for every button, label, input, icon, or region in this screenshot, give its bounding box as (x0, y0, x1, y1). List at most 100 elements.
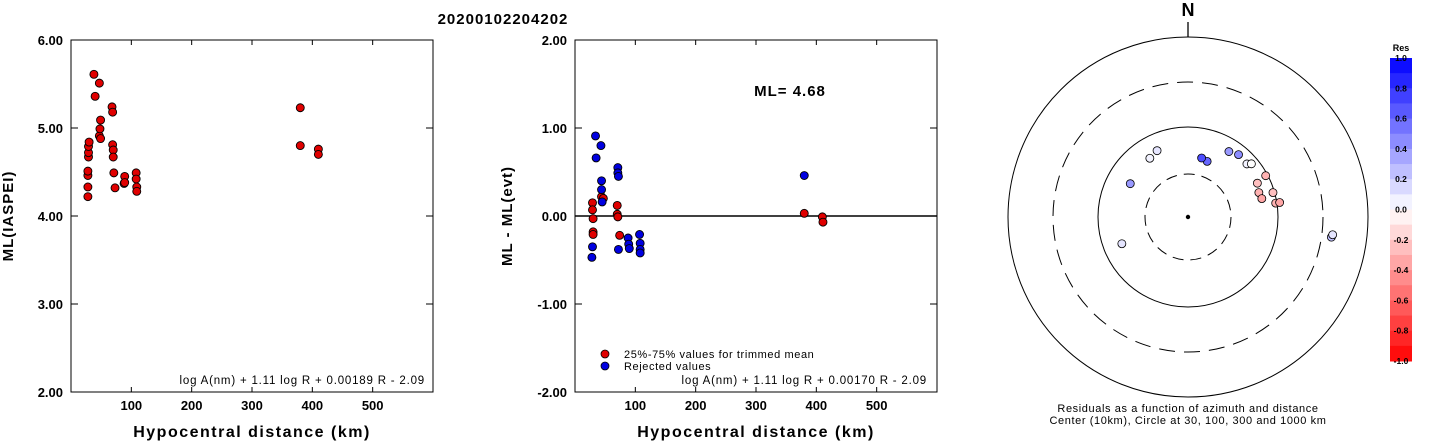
y-tick-label: 1.00 (542, 121, 567, 136)
data-point (799, 208, 809, 218)
data-points (83, 69, 323, 202)
x-tick-label: 500 (362, 398, 384, 413)
colorbar-cell (1390, 164, 1412, 180)
y-tick-label: 2.00 (38, 385, 63, 400)
colorbar-cell (1390, 148, 1412, 165)
x-tick-label: 100 (624, 398, 646, 413)
x-tick-label: 200 (685, 398, 707, 413)
legend-label-rejected: Rejected values (624, 361, 711, 373)
y-tick-label: 2.00 (542, 33, 567, 48)
x-tick-label: 100 (120, 398, 142, 413)
station-residual-point (1145, 153, 1155, 163)
data-point (313, 149, 323, 159)
axis-ticks: 100 200 300 400 500 2.00 3.00 4.00 5.00 6.00 (38, 33, 433, 413)
station-residual-point (1125, 179, 1135, 189)
colorbar-title: Res (1393, 43, 1410, 53)
data-point (95, 124, 105, 134)
data-point (83, 182, 93, 192)
colorbar-tick-label: -0.4 (1394, 265, 1409, 275)
legend-marker-trimmed (600, 349, 610, 359)
y-tick-label: -2.00 (537, 385, 567, 400)
data-point (588, 205, 597, 215)
station-residual-point (1257, 194, 1267, 203)
data-point (295, 141, 305, 151)
data-point-rejected (613, 244, 623, 254)
colorbar-tick-label: 0.4 (1395, 144, 1407, 154)
colorbar-tick-label: 0.0 (1395, 205, 1407, 215)
y-tick-label: 5.00 (38, 121, 63, 136)
x-tick-label: 200 (181, 398, 203, 413)
colorbar-cell (1390, 118, 1412, 135)
y-tick-label: 3.00 (38, 297, 63, 312)
colorbar-cell (1390, 315, 1412, 332)
circle-100km (1097, 126, 1279, 308)
ml-annotation: ML= 4.68 (754, 83, 826, 100)
data-point (83, 166, 93, 176)
circle-30km (1144, 173, 1232, 261)
data-point (94, 78, 104, 88)
caption-line-2: Center (10km), Circle at 30, 100, 300 an… (1049, 415, 1326, 427)
data-point-rejected (591, 131, 600, 141)
data-point-rejected (597, 197, 607, 207)
colorbar-cell (1390, 194, 1412, 210)
data-point (84, 137, 94, 147)
ml-vs-distance-panel: 100 200 300 400 500 2.00 3.00 4.00 5.00 6.00 log … (0, 33, 434, 441)
y-tick-label: 4.00 (38, 209, 63, 224)
colorbar-cells (1390, 58, 1412, 362)
data-point-rejected (799, 171, 809, 180)
data-point-rejected (596, 141, 606, 151)
colorbar-tick-label: -0.6 (1394, 295, 1409, 305)
x-tick-label: 400 (805, 398, 827, 413)
colorbar-cell (1390, 239, 1412, 256)
colorbar-cell (1390, 179, 1412, 195)
x-tick-label: 300 (745, 398, 767, 413)
station-residual-point (1197, 153, 1207, 163)
colorbar-cell (1390, 73, 1412, 89)
data-point-rejected (624, 244, 634, 254)
ml-residual-vs-distance-panel: 100 200 300 400 500 -2.00 -1.00 0.00 1.00 2.00 ML… (499, 33, 938, 441)
data-point (109, 168, 119, 178)
colorbar-cell (1390, 58, 1412, 74)
figure-title: 20200102204202 (438, 11, 569, 28)
colorbar-cell (1390, 300, 1412, 317)
data-point-rejected (597, 176, 606, 186)
colorbar-cell (1390, 209, 1412, 226)
x-tick-label: 300 (241, 398, 263, 413)
data-point-rejected (635, 230, 645, 239)
north-label: N (1182, 0, 1195, 20)
x-axis-label: Hypocentral distance (km) (133, 424, 371, 441)
data-point (96, 115, 106, 125)
x-tick-label: 500 (866, 398, 888, 413)
axis-ticks: 100 200 300 400 500 -2.00 -1.00 0.00 1.00 2.00 (537, 33, 937, 413)
magnitude-formula: log A(nm) + 1.11 log R + 0.00189 R - 2.0… (180, 375, 425, 387)
plot-frame (70, 39, 434, 393)
station-residuals (1117, 146, 1338, 249)
legend-label-trimmed: 25%-75% values for trimmed mean (624, 349, 814, 361)
data-point (615, 230, 625, 240)
data-point (818, 217, 828, 227)
data-point-rejected (591, 153, 601, 163)
data-point (295, 103, 305, 113)
data-point-rejected (635, 248, 645, 258)
magnitude-formula: log A(nm) + 1.11 log R + 0.00170 R - 2.0… (682, 375, 927, 387)
colorbar-tick-label: -1.0 (1394, 356, 1409, 366)
colorbar-cell (1390, 88, 1412, 104)
data-point-rejected (587, 252, 597, 262)
colorbar-cell (1390, 133, 1412, 150)
data-point (588, 214, 598, 224)
data-point (89, 69, 99, 79)
station-residual-point (1261, 171, 1271, 181)
y-tick-label: 6.00 (38, 33, 63, 48)
data-point (613, 212, 623, 222)
data-point (132, 186, 142, 196)
data-point (120, 178, 130, 188)
caption-line-1: Residuals as a function of azimuth and d… (1057, 403, 1318, 415)
station-residual-point (1246, 159, 1256, 169)
data-point (612, 200, 622, 210)
colorbar-cell (1390, 330, 1412, 347)
colorbar-tick-label: -0.8 (1394, 326, 1409, 336)
data-point (96, 134, 106, 144)
data-point (108, 152, 118, 162)
x-tick-label: 400 (301, 398, 323, 413)
y-axis-label: ML - ML(evt) (499, 166, 516, 266)
